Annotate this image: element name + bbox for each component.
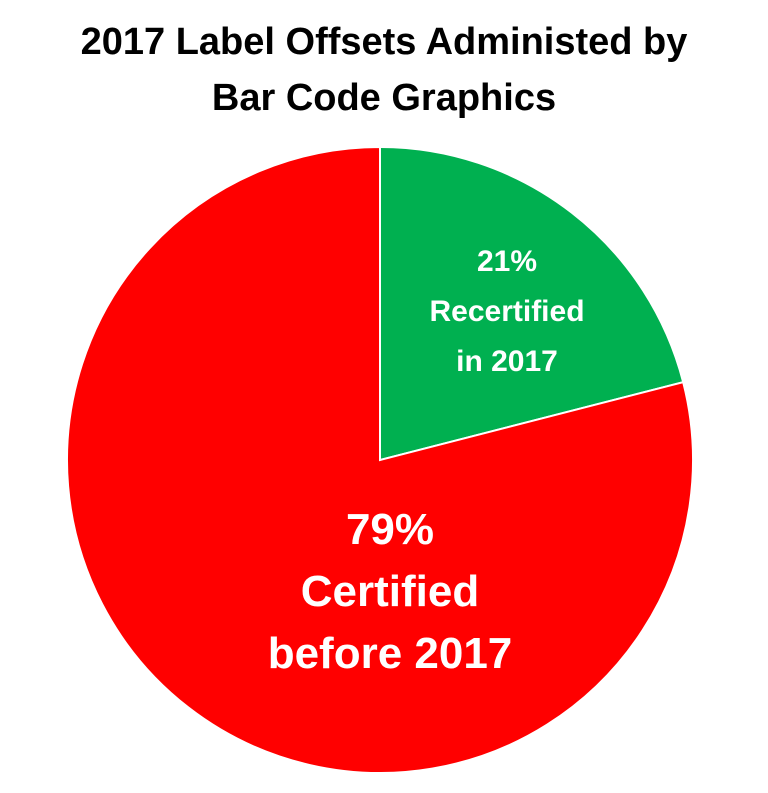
category-label: Recertified in 2017 xyxy=(429,295,585,378)
value-label: 79% xyxy=(345,505,435,554)
chart-title: 2017 Label Offsets Administed by Bar Cod… xyxy=(80,21,688,119)
category-label: Certified before 2017 xyxy=(267,567,513,678)
pie-slice xyxy=(66,145,694,774)
slice-label: 21% Recertified in 2017 xyxy=(402,237,612,387)
value-label: 21% xyxy=(476,245,538,278)
pie-slice xyxy=(379,145,685,462)
slice-label: 79% Certified before 2017 xyxy=(236,499,544,685)
